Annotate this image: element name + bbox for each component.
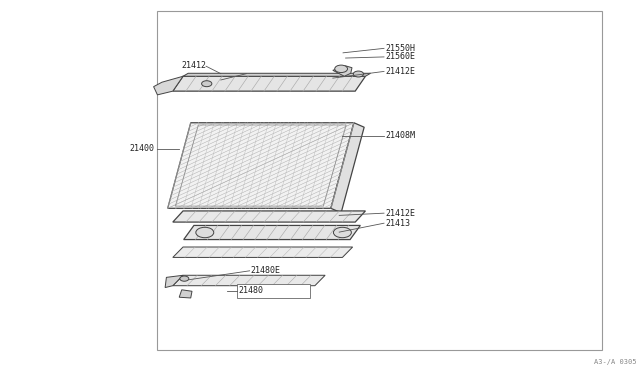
Text: A3-/A 0305: A3-/A 0305 [595, 359, 637, 365]
Polygon shape [173, 76, 365, 91]
Text: 21480: 21480 [238, 286, 263, 295]
Text: 21550H: 21550H [385, 44, 415, 53]
Bar [157, 11, 602, 350]
Polygon shape [168, 123, 354, 208]
Bar [237, 284, 310, 298]
Polygon shape [173, 247, 353, 257]
Polygon shape [333, 66, 352, 76]
Circle shape [180, 276, 189, 281]
Text: 21412: 21412 [181, 61, 206, 70]
Text: 21560E: 21560E [385, 52, 415, 61]
Polygon shape [179, 290, 192, 298]
Circle shape [333, 227, 351, 238]
Text: 21480E: 21480E [251, 266, 281, 275]
Circle shape [202, 81, 212, 87]
Polygon shape [173, 275, 325, 286]
Circle shape [196, 227, 214, 238]
Polygon shape [184, 225, 360, 240]
Circle shape [335, 65, 348, 73]
Polygon shape [331, 123, 364, 213]
Text: 21413: 21413 [385, 219, 410, 228]
Text: 21412E: 21412E [385, 67, 415, 76]
Polygon shape [154, 76, 183, 95]
Polygon shape [183, 73, 371, 76]
Text: 21408M: 21408M [385, 131, 415, 140]
Polygon shape [173, 211, 365, 222]
Text: 21412E: 21412E [385, 209, 415, 218]
Text: 21400: 21400 [130, 144, 155, 153]
Polygon shape [165, 275, 183, 288]
Circle shape [353, 71, 364, 77]
